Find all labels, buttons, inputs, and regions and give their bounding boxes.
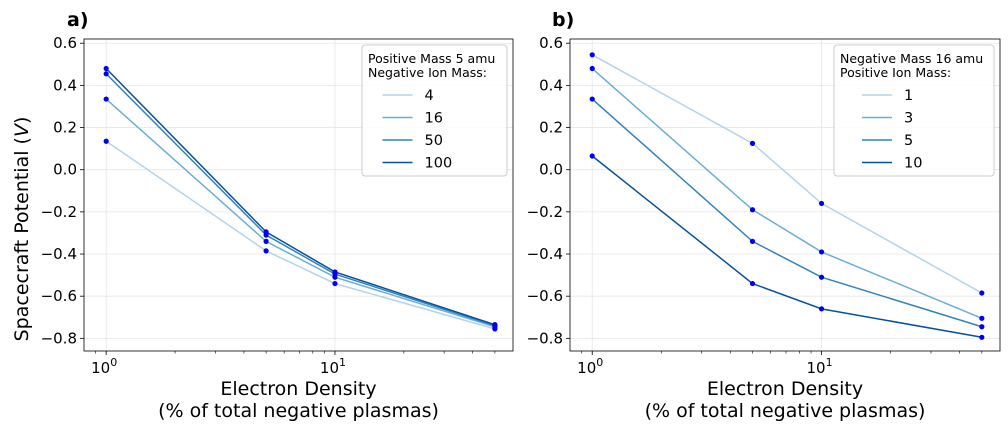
x-tick-label: 101	[807, 356, 833, 377]
y-tick-label: 0.6	[53, 34, 77, 52]
x-tick-label: 101	[320, 356, 346, 377]
y-tick-label: 0.4	[53, 76, 77, 94]
legend-entry-16: 16	[425, 111, 443, 127]
legend-entry-1: 1	[904, 88, 913, 104]
legend-entry-50: 50	[425, 133, 443, 149]
y-tick-label: 0.4	[539, 76, 563, 94]
data-point-10-x50	[979, 334, 985, 340]
x-axis-label-units: (% of total negative plasmas)	[645, 400, 926, 422]
data-point-50-x1	[103, 71, 109, 77]
data-point-1-x10	[818, 200, 825, 207]
series-line-5	[591, 98, 983, 328]
y-tick-label: −0.2	[527, 203, 563, 221]
x-tick-label: 100	[577, 356, 603, 377]
data-point-3-x10	[818, 249, 825, 255]
data-point-10-x10	[818, 306, 825, 312]
plot-frame	[569, 38, 1001, 352]
data-point-100-x1	[103, 65, 109, 72]
y-tick-label: 0.0	[53, 161, 77, 179]
data-point-5-x50	[979, 324, 985, 330]
y-tick-label: −0.4	[41, 245, 77, 263]
series-line-1	[591, 54, 983, 294]
legend-entry-3: 3	[904, 111, 913, 127]
series-line-100	[105, 67, 496, 326]
plot-frame	[83, 38, 514, 352]
y-axis-label: Spacecraft Potential (V)	[11, 117, 33, 342]
y-tick-label: −0.6	[527, 287, 563, 305]
y-tick-label: −0.8	[41, 329, 77, 347]
x-tick-label: 100	[91, 356, 117, 377]
y-tick-label: −0.4	[527, 245, 563, 263]
legend-entry-10: 10	[904, 156, 922, 172]
data-point-16-x1	[103, 96, 109, 102]
legend-title: Negative Mass 16 amu	[840, 51, 983, 66]
data-point-1-x5	[749, 140, 756, 146]
y-tick-label: 0.2	[539, 119, 563, 137]
y-tick-label: −0.6	[41, 287, 77, 305]
y-tick-label: 0.2	[53, 119, 77, 137]
legend-title-line2: Negative Ion Mass:	[368, 65, 487, 80]
legend-entry-100: 100	[425, 156, 453, 172]
legend-box	[833, 44, 995, 177]
y-tick-label: −0.2	[41, 203, 77, 221]
data-point-4-x1	[103, 138, 109, 144]
data-point-100-x50	[492, 322, 498, 328]
data-point-10-x1	[589, 153, 595, 159]
data-point-16-x5	[263, 238, 269, 244]
data-point-100-x10	[332, 269, 338, 275]
legend-box	[361, 44, 508, 177]
panel-label: a)	[67, 9, 89, 31]
data-point-4-x10	[332, 280, 338, 287]
data-point-3-x50	[979, 315, 985, 321]
data-point-5-x10	[818, 274, 825, 280]
y-tick-label: 0.6	[539, 34, 563, 52]
legend-title: Positive Mass 5 amu	[368, 51, 495, 66]
series-line-4	[105, 140, 496, 330]
y-tick-label: 0.0	[539, 161, 563, 179]
data-point-5-x5	[749, 238, 756, 244]
data-point-10-x5	[749, 280, 756, 287]
panel-label: b)	[552, 9, 574, 31]
series-line-16	[105, 98, 496, 328]
legend-entry-5: 5	[904, 133, 913, 149]
data-point-1-x1	[589, 52, 595, 58]
legend-entry-4: 4	[425, 88, 434, 104]
series-line-50	[105, 73, 496, 327]
data-point-4-x5	[263, 248, 269, 254]
series-line-3	[591, 67, 983, 320]
legend-title-line2: Positive Ion Mass:	[840, 65, 951, 80]
y-tick-label: −0.8	[527, 329, 563, 347]
data-point-1-x50	[979, 290, 985, 296]
data-point-3-x5	[749, 207, 756, 213]
data-point-100-x5	[263, 229, 269, 235]
x-axis-label-units: (% of total negative plasmas)	[158, 400, 439, 422]
data-point-5-x1	[589, 96, 595, 102]
series-line-10	[591, 155, 982, 339]
x-axis-label: Electron Density	[220, 378, 376, 400]
x-axis-label: Electron Density	[707, 378, 863, 400]
data-point-3-x1	[589, 65, 595, 72]
panel-a: 0.6 0.4 0.2 0.0 −0.2 −0.4 −0.6 −0.8 100 101Electr…	[41, 9, 514, 422]
